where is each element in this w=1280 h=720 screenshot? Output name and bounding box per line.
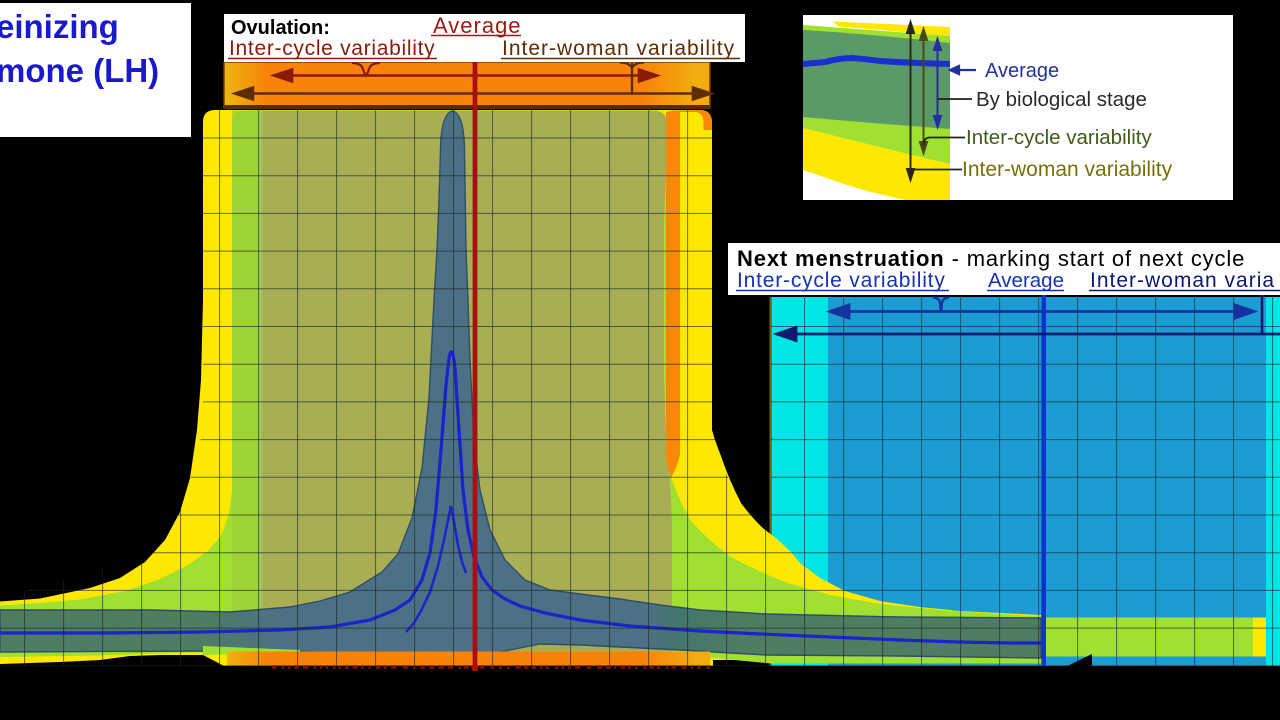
svg-text:Inter-woman variability: Inter-woman variability [502, 37, 735, 60]
svg-text:mone (LH): mone (LH) [0, 52, 159, 89]
svg-text:By biological stage: By biological stage [976, 88, 1147, 111]
svg-text:Inter-woman varia: Inter-woman varia [1090, 269, 1275, 292]
svg-text:Inter-cycle variability: Inter-cycle variability [229, 37, 435, 60]
svg-text:Average: Average [988, 269, 1064, 292]
svg-text:Inter-cycle variability: Inter-cycle variability [737, 269, 946, 292]
svg-text:einizing: einizing [0, 8, 119, 45]
svg-text:Inter-cycle variability: Inter-cycle variability [966, 126, 1152, 149]
svg-text:Ovulation:: Ovulation: [231, 17, 330, 39]
svg-text:Inter-woman variability: Inter-woman variability [962, 158, 1173, 181]
svg-text:Average: Average [433, 13, 522, 38]
svg-text:Next menstruation - marking st: Next menstruation - marking start of nex… [737, 246, 1245, 271]
svg-text:Average: Average [985, 60, 1059, 82]
